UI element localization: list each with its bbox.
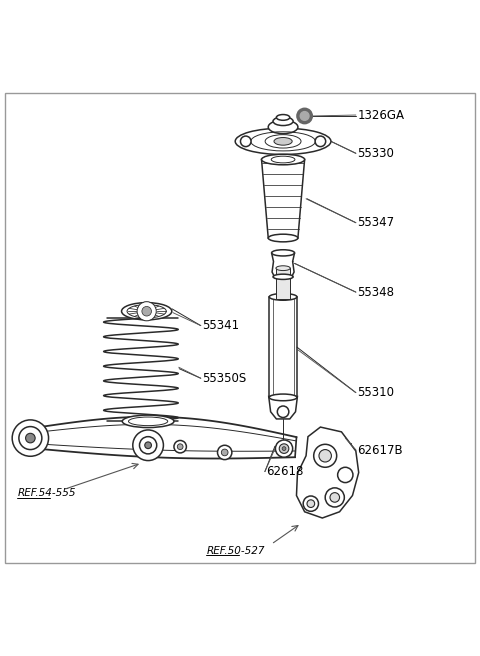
Text: REF.50-527: REF.50-527: [206, 546, 265, 556]
Bar: [276, 268, 290, 299]
Ellipse shape: [235, 128, 331, 155]
Circle shape: [325, 488, 344, 507]
Polygon shape: [269, 396, 298, 419]
Circle shape: [12, 420, 48, 457]
Circle shape: [177, 444, 183, 449]
Ellipse shape: [269, 394, 297, 401]
Text: 55348: 55348: [357, 285, 394, 298]
Circle shape: [25, 434, 35, 443]
Circle shape: [330, 493, 339, 502]
Circle shape: [240, 136, 251, 146]
Circle shape: [279, 444, 289, 453]
Ellipse shape: [276, 115, 290, 120]
Circle shape: [300, 112, 309, 120]
Ellipse shape: [122, 415, 174, 428]
Text: 62618: 62618: [266, 465, 304, 478]
Ellipse shape: [262, 154, 305, 165]
Circle shape: [19, 426, 42, 449]
Text: REF.54-555: REF.54-555: [17, 488, 76, 498]
Polygon shape: [297, 427, 359, 518]
Ellipse shape: [274, 138, 292, 145]
Circle shape: [140, 437, 157, 454]
Text: 55310: 55310: [357, 386, 394, 399]
Circle shape: [137, 302, 156, 321]
Circle shape: [142, 306, 152, 316]
Text: 55350S: 55350S: [202, 372, 246, 385]
Circle shape: [277, 406, 289, 417]
Ellipse shape: [121, 302, 172, 320]
Text: 1326GA: 1326GA: [357, 108, 404, 121]
Circle shape: [307, 500, 315, 508]
Circle shape: [133, 430, 163, 461]
Circle shape: [315, 136, 325, 146]
Circle shape: [297, 108, 312, 123]
Ellipse shape: [273, 274, 293, 279]
Polygon shape: [272, 253, 295, 277]
Text: 55341: 55341: [202, 319, 239, 332]
Circle shape: [276, 440, 293, 457]
Ellipse shape: [269, 293, 297, 300]
Circle shape: [145, 442, 152, 449]
Text: 55330: 55330: [357, 147, 394, 160]
Ellipse shape: [272, 250, 295, 256]
Circle shape: [282, 447, 286, 451]
Ellipse shape: [276, 266, 290, 270]
Polygon shape: [262, 159, 305, 238]
Ellipse shape: [273, 117, 293, 125]
Circle shape: [221, 449, 228, 456]
Bar: [269, 297, 297, 398]
Circle shape: [319, 449, 331, 462]
Circle shape: [337, 467, 353, 483]
Ellipse shape: [268, 120, 298, 134]
Circle shape: [217, 445, 232, 460]
Ellipse shape: [268, 234, 298, 242]
Text: 55347: 55347: [357, 216, 395, 229]
Circle shape: [303, 496, 319, 511]
Circle shape: [174, 440, 186, 453]
Text: 62617B: 62617B: [357, 443, 403, 457]
Circle shape: [314, 444, 336, 467]
